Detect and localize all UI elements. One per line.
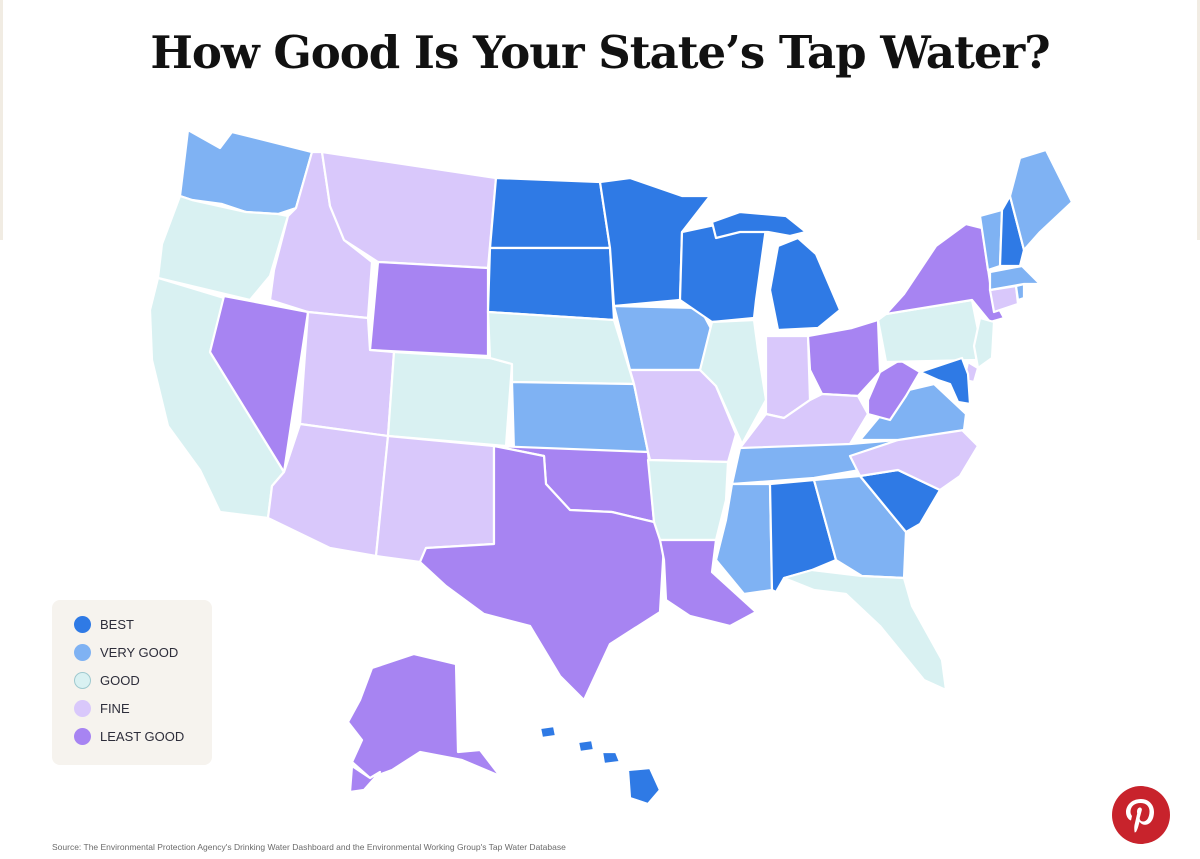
state-AK[interactable] (346, 652, 502, 780)
state-MI[interactable] (768, 236, 842, 332)
legend-item-good: GOOD (74, 670, 140, 690)
state-KS[interactable] (510, 380, 650, 454)
legend-swatch-very-good (74, 643, 91, 661)
legend-label-best: BEST (100, 616, 134, 632)
legend-item-fine: FINE (74, 698, 130, 718)
state-RI[interactable] (1014, 282, 1026, 302)
legend-swatch-best (74, 615, 91, 633)
legend-label-least-good: LEAST GOOD (100, 728, 185, 744)
state-HI-kauai[interactable] (538, 724, 558, 740)
state-ME[interactable] (1008, 148, 1074, 252)
state-OR[interactable] (156, 194, 290, 302)
legend-label-fine: FINE (100, 700, 130, 716)
map-title: How Good Is Your State’s Tap Water? (150, 26, 1050, 79)
state-AR[interactable] (646, 458, 730, 542)
state-HI-maui[interactable] (600, 750, 622, 766)
state-HI-oahu[interactable] (576, 738, 596, 754)
state-SD[interactable] (486, 246, 616, 322)
state-WY[interactable] (368, 260, 490, 358)
state-AK-peninsula[interactable] (348, 764, 382, 794)
state-TX[interactable] (418, 444, 666, 702)
legend-swatch-fine (74, 699, 91, 717)
state-MA[interactable] (988, 264, 1042, 292)
state-NH[interactable] (998, 194, 1026, 268)
state-CO[interactable] (386, 350, 514, 448)
state-MD[interactable] (918, 356, 972, 406)
legend-swatch-good (74, 671, 91, 689)
state-ID[interactable] (268, 150, 374, 320)
state-OH[interactable] (806, 318, 882, 398)
state-MI-UP[interactable] (710, 210, 808, 240)
source-note: Source: The Environmental Protection Age… (52, 842, 566, 852)
legend-label-very-good: VERY GOOD (100, 644, 179, 660)
state-HI-big[interactable] (626, 766, 662, 806)
pinterest-icon (1126, 799, 1154, 833)
legend: BEST VERY GOOD GOOD FINE LEAST GOOD (52, 600, 212, 765)
legend-item-very-good: VERY GOOD (74, 642, 178, 662)
state-IL[interactable] (698, 318, 768, 446)
state-FL[interactable] (782, 568, 948, 692)
legend-item-best: BEST (74, 614, 134, 634)
state-ND[interactable] (488, 176, 612, 250)
state-IA[interactable] (612, 304, 718, 372)
legend-item-least-good: LEAST GOOD (74, 726, 184, 746)
pinterest-save-button[interactable] (1112, 786, 1170, 844)
legend-swatch-least-good (74, 727, 91, 745)
state-LA[interactable] (658, 538, 758, 628)
legend-label-good: GOOD (100, 672, 140, 688)
state-NM[interactable] (374, 434, 496, 564)
state-WV[interactable] (866, 358, 922, 422)
state-NJ[interactable] (972, 316, 996, 370)
